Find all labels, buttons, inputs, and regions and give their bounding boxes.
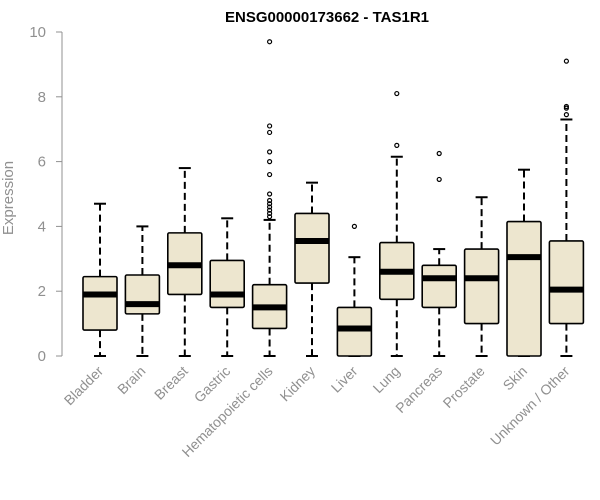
x-tick-label: Lung [370,363,403,396]
y-tick-label: 6 [38,154,46,171]
iqr-box [463,248,500,325]
box-liver [336,223,373,357]
y-axis: 0 2 4 6 8 10 [29,24,63,365]
iqr-box [548,240,585,325]
outlier-point [267,123,273,129]
outlier-point [563,58,570,64]
y-tick-label: 4 [38,218,46,235]
outlier-point [267,201,273,207]
outlier-point [267,204,273,210]
y-tick-label: 10 [29,24,46,41]
outlier-point [267,207,273,213]
box-kidney [294,181,330,357]
box-skin [506,168,542,357]
outlier-point [267,191,273,197]
iqr-box [506,220,542,357]
x-tick-label: Skin [500,363,531,394]
x-tick-label: Breast [151,363,191,403]
outlier-point [267,210,273,217]
x-tick-label: Pancreas [392,363,445,416]
box-gastric [209,217,245,357]
outlier-point [267,214,273,220]
iqr-box [421,264,458,309]
x-tick-label: Prostate [440,363,488,411]
x-tick-label: Unknown / Other [487,363,573,449]
outlier-point [436,150,442,157]
outlier-point [394,90,400,97]
y-axis-label: Expression [0,161,17,235]
x-tick-label: Liver [328,363,361,396]
box-hematopoietic-cells [251,39,288,357]
outlier-point [267,159,273,165]
y-tick-label: 8 [38,89,46,106]
iqr-box [209,259,245,309]
x-tick-label: Brain [114,363,148,397]
iqr-box [294,212,330,284]
outlier-point [563,112,570,118]
x-tick-label: Kidney [277,363,319,405]
box-unknown-other [548,58,585,357]
box-pancreas [421,150,458,357]
box-brain [124,225,161,357]
outlier-point [267,129,273,136]
outlier-point [563,105,570,111]
box-prostate [463,196,500,357]
outlier-point [394,142,400,148]
iqr-box [336,306,373,357]
outlier-point [267,197,273,204]
outlier-point [267,149,273,155]
y-tick-label: 2 [38,283,46,300]
box-bladder [82,202,118,357]
outlier-point [436,176,442,183]
box-breast [167,167,203,357]
outlier-point [267,171,273,178]
box-lung [378,90,415,357]
boxes-layer [82,39,585,357]
iqr-box [82,275,118,331]
iqr-box [124,274,161,315]
outlier-point [351,223,357,229]
outlier-point [267,39,273,45]
y-tick-label: 0 [38,348,46,365]
x-tick-label: Bladder [61,363,107,409]
chart-title: ENSG00000173662 - TAS1R1 [225,9,429,26]
